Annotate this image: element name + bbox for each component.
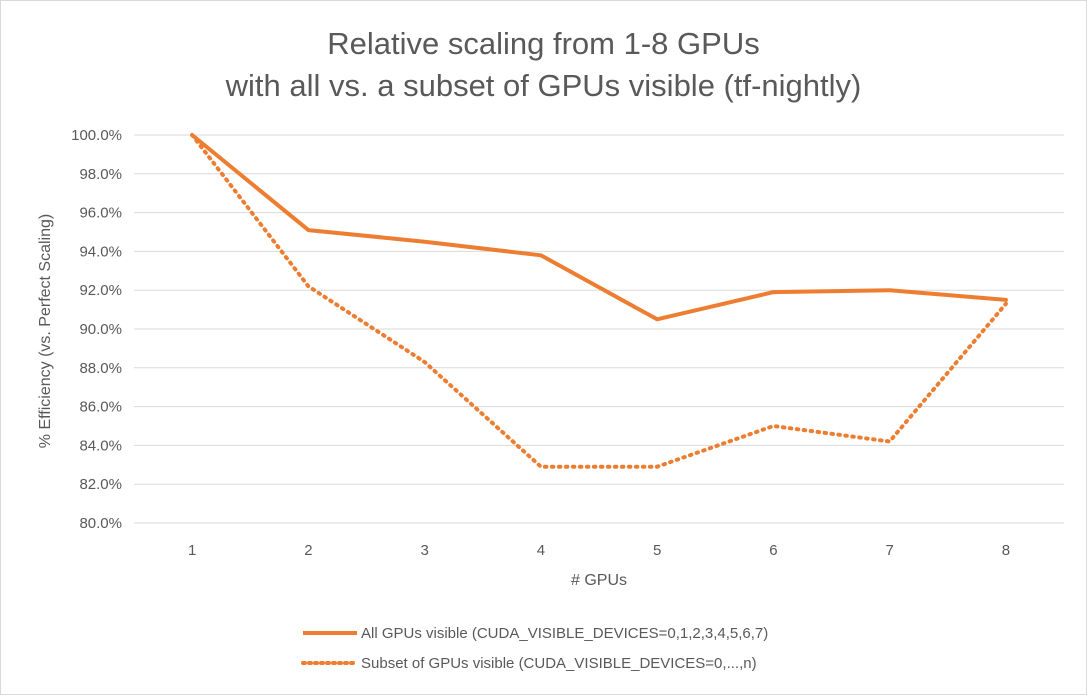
- x-tick-label: 8: [1002, 542, 1010, 559]
- y-tick-label: 94.0%: [79, 243, 122, 260]
- legend-swatch-dotted: [301, 661, 359, 665]
- y-tick-label: 100.0%: [71, 127, 122, 144]
- chart-title-line-1: Relative scaling from 1-8 GPUs: [327, 26, 760, 61]
- y-tick-label: 80.0%: [79, 515, 122, 532]
- y-tick-label: 86.0%: [79, 399, 122, 416]
- y-tick-label: 90.0%: [79, 321, 122, 338]
- y-tick-label: 98.0%: [79, 166, 122, 183]
- legend-item-all-gpus: All GPUs visible (CUDA_VISIBLE_DEVICES=0…: [301, 623, 768, 643]
- y-tick-label: 92.0%: [79, 282, 122, 299]
- x-tick-label: 6: [769, 542, 777, 559]
- chart-title-line-2: with all vs. a subset of GPUs visible (t…: [225, 68, 862, 103]
- legend-swatch-solid: [303, 631, 357, 635]
- x-axis-title: # GPUs: [571, 572, 627, 589]
- x-tick-label: 3: [420, 542, 428, 559]
- chart-title: Relative scaling from 1-8 GPUs with all …: [1, 23, 1086, 107]
- y-tick-label: 96.0%: [79, 205, 122, 222]
- y-axis-tick-labels: 80.0% 82.0% 84.0% 86.0% 88.0% 90.0% 92.0% 94.0%…: [71, 127, 122, 532]
- x-tick-label: 7: [885, 542, 893, 559]
- legend-item-subset-gpus: Subset of GPUs visible (CUDA_VISIBLE_DEV…: [301, 653, 768, 673]
- x-tick-label: 2: [304, 542, 312, 559]
- x-tick-label: 4: [537, 542, 545, 559]
- x-axis-tick-labels: 1 2 3 4 5 6 7 8: [188, 542, 1010, 559]
- series-line-subset-gpus: [190, 133, 1008, 469]
- series-lines: [190, 133, 1008, 469]
- legend-label-all-gpus: All GPUs visible (CUDA_VISIBLE_DEVICES=0…: [361, 624, 769, 642]
- gridlines: [134, 134, 1064, 524]
- y-tick-label: 84.0%: [79, 437, 122, 454]
- y-tick-label: 82.0%: [79, 476, 122, 493]
- y-axis-title: % Efficiency (vs. Perfect Scaling): [37, 214, 54, 448]
- x-tick-label: 5: [653, 542, 661, 559]
- legend: All GPUs visible (CUDA_VISIBLE_DEVICES=0…: [301, 623, 768, 683]
- series-line-all-gpus: [190, 133, 1008, 322]
- y-tick-label: 88.0%: [79, 360, 122, 377]
- x-tick-label: 1: [188, 542, 196, 559]
- legend-label-subset-gpus: Subset of GPUs visible (CUDA_VISIBLE_DEV…: [361, 654, 757, 672]
